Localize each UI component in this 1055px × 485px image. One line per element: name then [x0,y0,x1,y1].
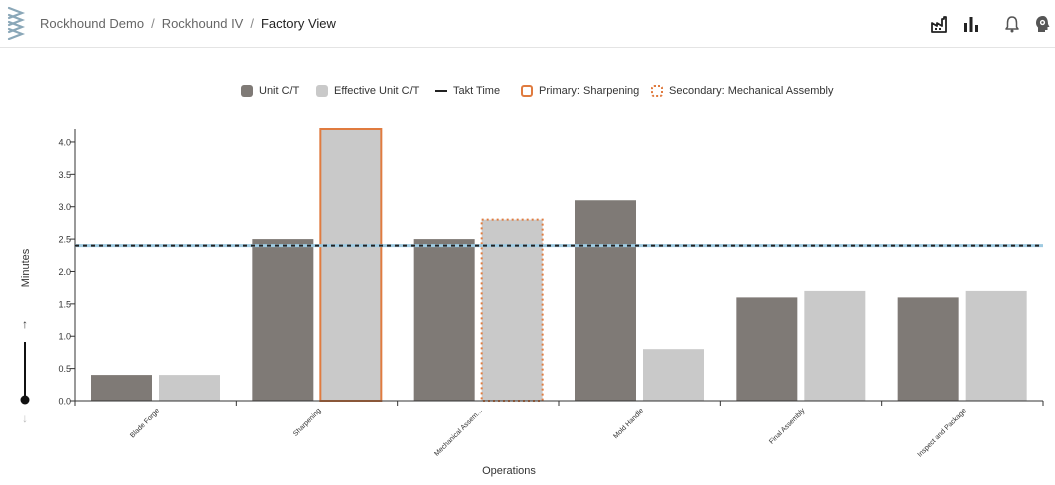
y-tick-label: 0.5 [58,364,71,374]
chart-legend: Unit C/T Effective Unit C/T Takt Time Pr… [0,81,1055,101]
y-tick-label: 1.0 [58,332,71,342]
bar-effective-unit-c-t-inspect-and-package[interactable] [965,290,1027,401]
y-tick-label: 1.5 [58,299,71,309]
bar-effective-unit-c-t-sharpening[interactable] [319,128,383,402]
breadcrumb-separator: / [151,16,155,31]
top-header: Rockhound Demo / Rockhound IV / Factory View [0,0,1055,48]
bar-unit-c-t-blade-forge[interactable] [91,375,152,401]
legend-label-secondary: Secondary: Mechanical Assembly [669,85,834,97]
legend-swatch-takt-time [435,90,447,92]
y-tick-label: 0.0 [58,397,71,407]
bar-effective-unit-c-t-final-assembly[interactable] [804,290,866,401]
legend-swatch-effective-unit-ct [316,85,328,97]
legend-item-effective-unit-ct[interactable]: Effective Unit C/T [316,81,419,101]
x-tick-label-sharpening: Sharpening [292,407,322,437]
legend-label-primary: Primary: Sharpening [539,85,640,97]
bar-effective-unit-c-t-mechanical-assem[interactable] [480,218,544,402]
legend-swatch-secondary [651,85,663,97]
breadcrumb-item-rockhound-demo[interactable]: Rockhound Demo [40,16,145,31]
bar-unit-c-t-mechanical-assem[interactable] [413,239,475,401]
legend-item-secondary[interactable]: Secondary: Mechanical Assembly [651,81,833,101]
y-tick-label: 2.5 [58,235,71,245]
x-axis-label: Operations [482,465,536,477]
x-tick-label-mold-handle: Mold Handle [612,407,645,440]
slider-handle[interactable] [20,395,30,405]
breadcrumb: Rockhound Demo / Rockhound IV / Factory View [40,16,336,31]
y-tick-label: 3.5 [58,170,71,180]
legend-label-takt-time: Takt Time [453,85,501,97]
bar-unit-c-t-final-assembly[interactable] [736,297,798,401]
slider-up-arrow-icon[interactable]: ↑ [22,317,28,331]
factory-icon[interactable] [930,14,950,34]
y-tick-label: 3.0 [58,202,71,212]
legend-swatch-primary [521,85,533,97]
legend-swatch-unit-ct [241,85,253,97]
x-tick-label-inspect-and-package: Inspect and Package [917,407,968,458]
x-tick-label-final-assembly: Final Assembly [768,407,807,446]
bar-unit-c-t-mold-handle[interactable] [575,200,636,401]
x-tick-label-blade-forge: Blade Forge [129,407,161,439]
settings-head-icon[interactable] [1033,14,1053,34]
breadcrumb-separator: / [250,16,254,31]
legend-label-unit-ct: Unit C/T [259,85,300,97]
page-title: Factory View [260,16,336,31]
bar-unit-c-t-sharpening[interactable] [252,239,314,401]
bar-effective-unit-c-t-mold-handle[interactable] [643,349,704,401]
legend-item-takt-time[interactable]: Takt Time [435,81,500,101]
bar-chart-icon[interactable] [961,14,981,34]
bar-effective-unit-c-t-blade-forge[interactable] [159,375,220,401]
legend-item-unit-ct[interactable]: Unit C/T [241,81,299,101]
slider-down-arrow-icon[interactable]: ↓ [22,411,28,425]
breadcrumb-item-rockhound-iv[interactable]: Rockhound IV [161,16,244,31]
bar-unit-c-t-inspect-and-package[interactable] [897,297,959,401]
y-axis-label: Minutes [20,248,32,287]
legend-item-primary[interactable]: Primary: Sharpening [521,81,639,101]
legend-label-effective-unit-ct: Effective Unit C/T [334,85,420,97]
y-zoom-slider[interactable]: ↑ ↓ [16,316,34,426]
y-tick-label: 4.0 [58,137,71,147]
x-tick-label-mechanical-assem: Mechanical Assem... [433,407,483,457]
app-logo-icon[interactable] [6,4,28,40]
cycle-time-chart: 0.0 0.5 1.0 1.5 2.0 2.5 3.0 3.5 4.0 Minutes Blade … [20,128,1044,477]
bell-icon[interactable] [1002,14,1022,34]
y-tick-label: 2.0 [58,267,71,277]
